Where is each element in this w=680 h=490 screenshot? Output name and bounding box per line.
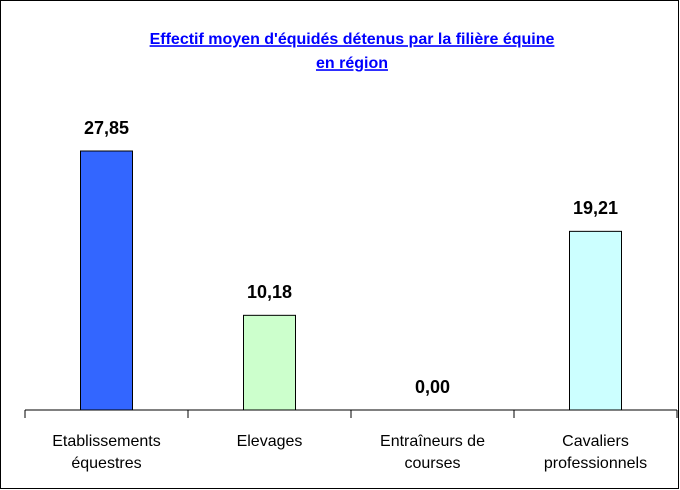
data-label: 27,85: [84, 118, 129, 138]
x-tick-label: Entraîneurs de courses: [380, 433, 485, 472]
data-label: 10,18: [247, 282, 292, 302]
bar: [80, 150, 133, 411]
x-tick-label: Cavaliers professionnels: [543, 433, 648, 472]
x-tick-label: Etablissements équestres: [52, 433, 161, 472]
chart-title: Effectif moyen d'équidés détenus par la …: [150, 31, 555, 48]
x-tick-label: Elevages: [236, 433, 303, 450]
bar: [569, 230, 622, 411]
bar: [243, 314, 296, 411]
chart-title: en région: [316, 55, 388, 72]
data-label: 19,21: [573, 198, 618, 218]
data-label: 0,00: [415, 377, 450, 397]
